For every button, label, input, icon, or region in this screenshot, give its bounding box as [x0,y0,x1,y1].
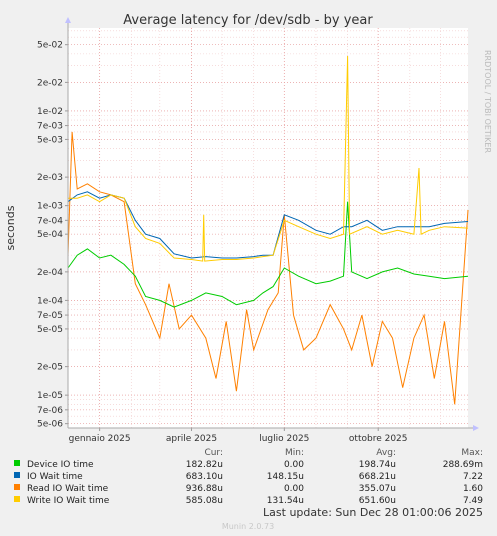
y-tick-label: 7e-06 [37,406,63,416]
legend-avg-value: 355.07u [359,484,396,494]
y-tick-label: 5e-06 [37,420,63,430]
legend-min-value: 0.00 [284,460,304,470]
y-tick-label: 2e-03 [37,173,63,183]
legend-cur-value: 683.10u [186,472,223,482]
chart-title: Average latency for /dev/sdb - by year [123,13,373,28]
x-axis-arrow [473,425,479,431]
legend-header-cur: Cur: [204,448,223,458]
legend-min-value: 131.54u [267,496,304,506]
legend-header-max: Max: [461,448,483,458]
y-tick-label: 2e-05 [37,363,63,373]
series-line-3 [67,131,469,405]
y-axis-arrow [65,17,71,23]
y-tick-label: 1e-02 [37,107,63,117]
y-tick-label: 1e-04 [37,296,63,306]
legend-header-avg: Avg: [376,448,396,458]
legend-cur-value: 182.82u [186,460,223,470]
x-tick-label: luglio 2025 [259,434,309,444]
series-line-1 [67,201,469,308]
legend-avg-value: 651.60u [359,496,396,506]
y-tick-label: 1e-05 [37,391,63,401]
side-watermark: RRDTOOL / TOBI OETIKER [483,50,492,153]
series-line-4 [68,55,469,262]
legend-swatch [14,472,20,478]
legend-avg-value: 198.74u [359,460,396,470]
y-tick-label: 7e-04 [37,216,63,226]
legend-name: IO Wait time [27,472,83,482]
legend-name: Device IO time [27,460,94,470]
y-tick-label: 5e-03 [37,135,63,145]
y-tick-label: 2e-02 [37,78,63,88]
legend-name: Write IO Wait time [27,496,110,506]
y-axis-label: seconds [4,205,17,250]
legend-min-value: 0.00 [284,484,304,494]
y-tick-label: 5e-04 [37,230,63,240]
axes: 5e-02 2e-02 1e-02 7e-03 5e-03 2e-03 1e-03 7e-04… [37,17,479,444]
legend-min-value: 148.15u [267,472,304,482]
legend-swatch [14,496,20,502]
grid [68,28,468,428]
y-tick-label: 2e-04 [37,268,63,278]
y-tick-label: 5e-02 [37,41,63,51]
legend-avg-value: 668.21u [359,472,396,482]
y-tick-label: 7e-05 [37,311,63,321]
x-tick-label: ottobre 2025 [349,434,408,444]
y-tick-label: 1e-03 [37,202,63,212]
legend-cur-value: 585.08u [186,496,223,506]
legend-header-min: Min: [285,448,304,458]
plot-area [68,28,468,428]
x-tick-label: aprile 2025 [166,434,217,444]
munin-version: Munin 2.0.73 [222,522,274,531]
legend-max-value: 7.49 [463,496,483,506]
legend-cur-value: 936.88u [186,484,223,494]
series-lines [67,55,469,405]
y-tick-label: 7e-03 [37,122,63,132]
legend-max-value: 1.60 [463,484,483,494]
legend-max-value: 7.22 [463,472,483,482]
legend-swatch [14,484,20,490]
y-tick-label: 5e-05 [37,325,63,335]
legend: Cur: Min: Avg: Max: Device IO time 182.82u 0.0… [14,448,483,506]
last-update: Last update: Sun Dec 28 01:00:06 2025 [263,506,483,519]
legend-swatch [14,460,20,466]
legend-max-value: 288.69m [443,460,483,470]
legend-name: Read IO Wait time [27,484,109,494]
x-tick-label: gennaio 2025 [69,434,131,444]
